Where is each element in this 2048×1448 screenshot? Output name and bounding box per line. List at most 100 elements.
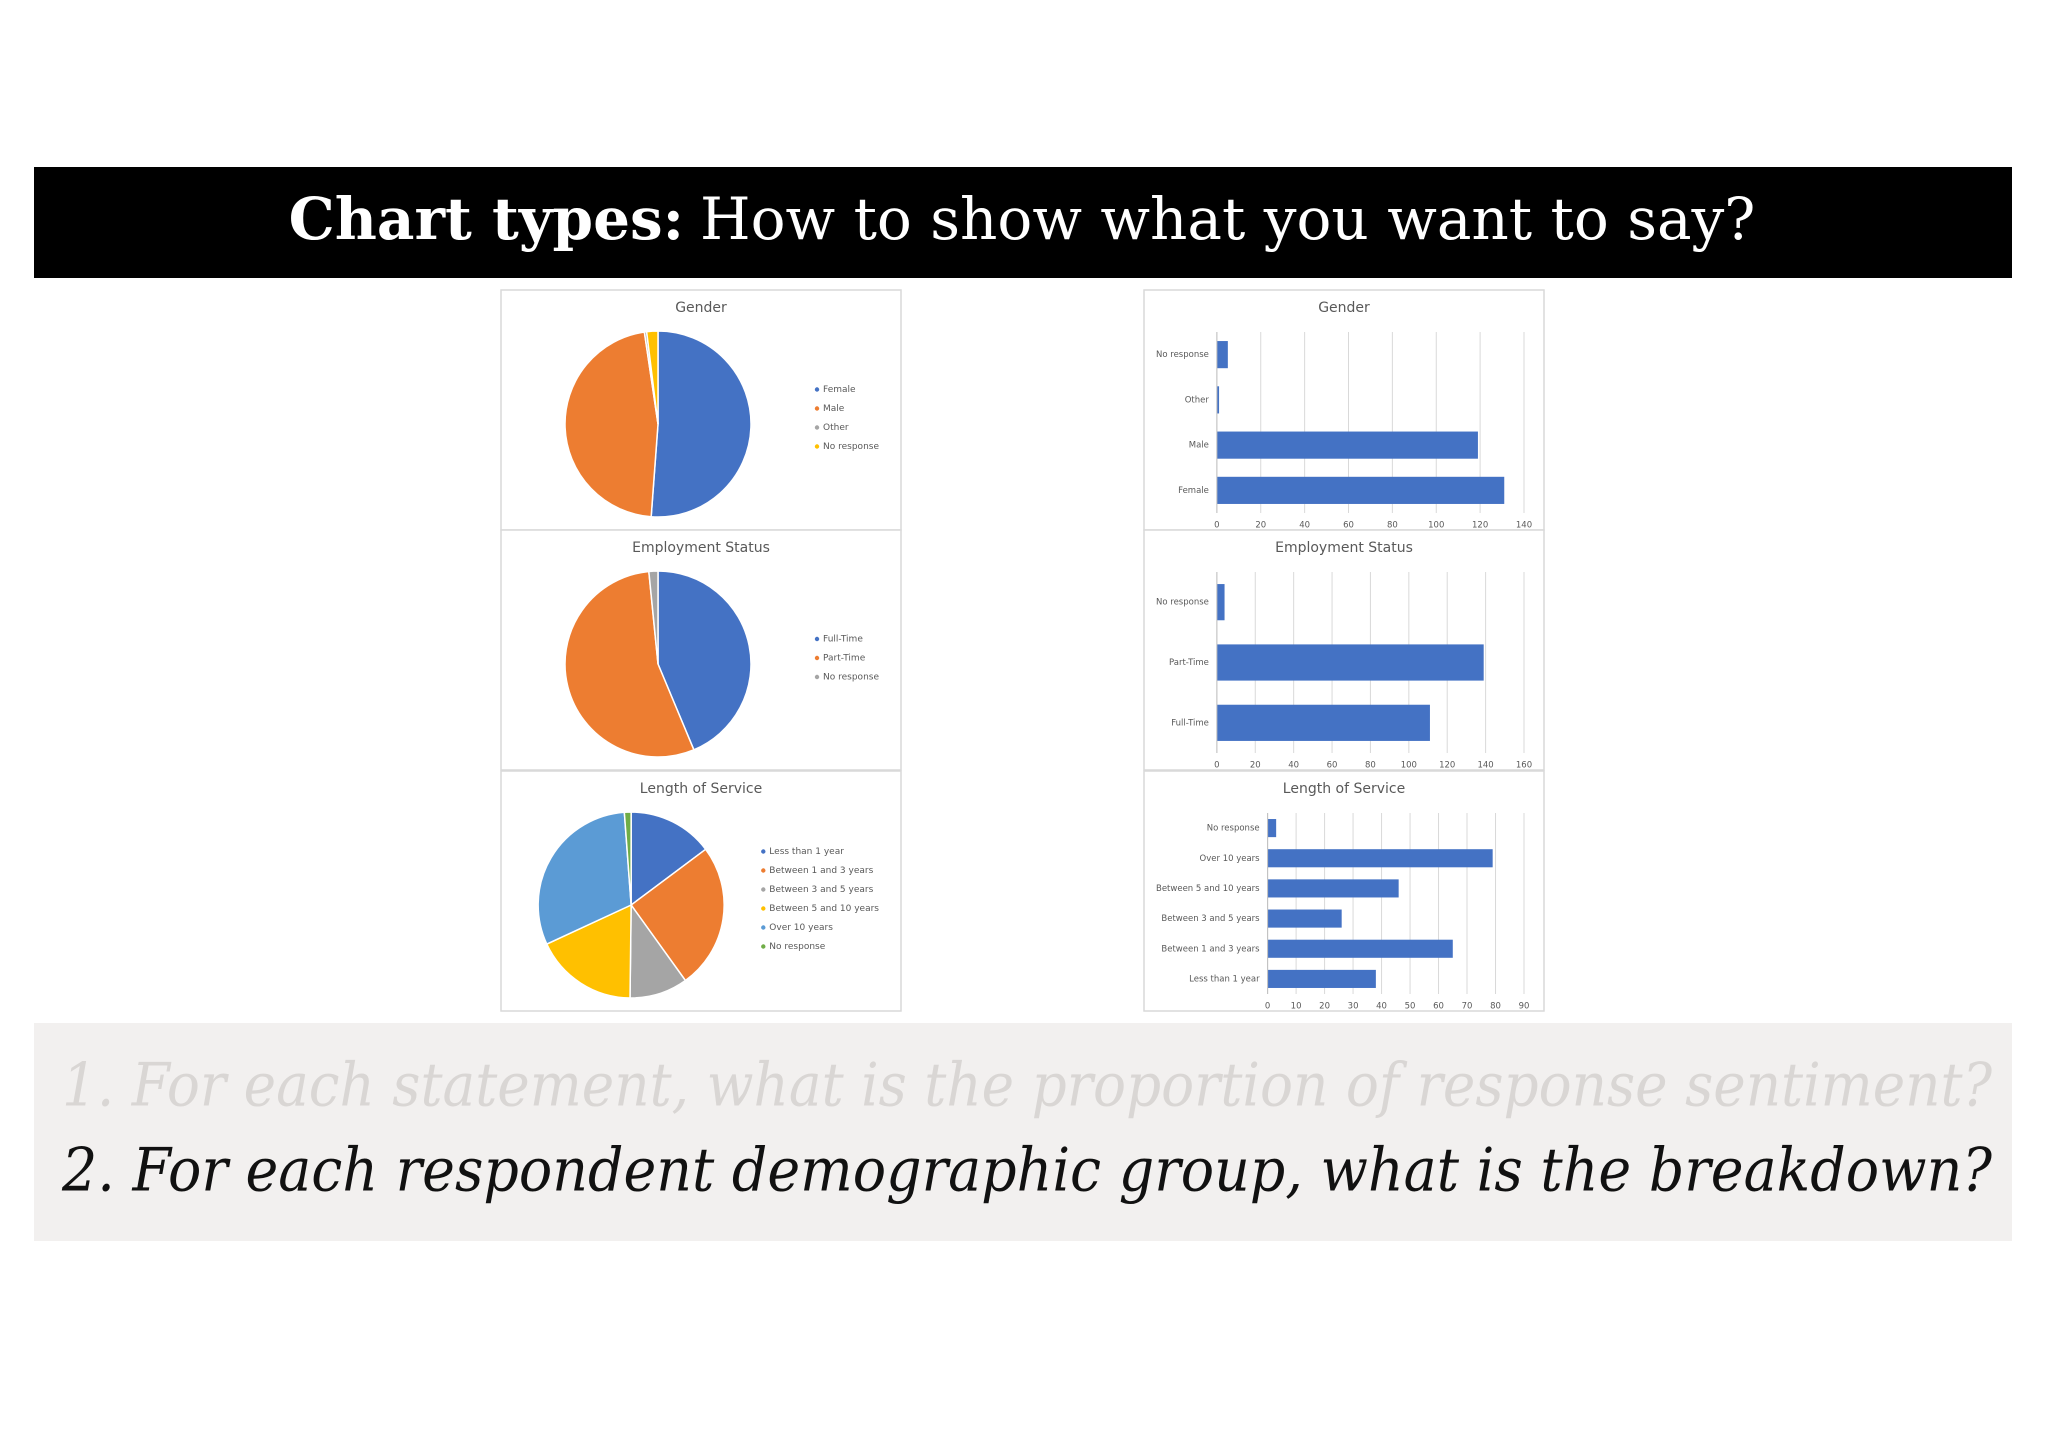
bar <box>1216 386 1220 414</box>
pie-slice <box>630 848 725 982</box>
x-tick-label: 40 <box>1376 1002 1387 1012</box>
pie-slice <box>645 330 659 425</box>
header-bold: Chart types: <box>289 185 684 253</box>
bar <box>1267 879 1399 898</box>
pie-slice <box>657 570 752 751</box>
y-tick-label: No response <box>1207 824 1260 834</box>
legend-label: No response <box>823 442 879 452</box>
x-tick-label: 10 <box>1291 1002 1302 1012</box>
bar <box>1216 431 1478 459</box>
x-tick-label: 120 <box>1472 521 1488 531</box>
x-tick-label: 120 <box>1439 761 1455 771</box>
y-tick-label: Part-Time <box>1169 658 1209 668</box>
x-tick-label: 40 <box>1299 521 1310 531</box>
chart-title: Gender <box>675 300 727 316</box>
y-tick-label: Male <box>1189 441 1209 451</box>
legend-label: Full-Time <box>823 635 863 645</box>
x-tick-label: 90 <box>1519 1002 1530 1012</box>
x-tick-label: 60 <box>1343 521 1354 531</box>
legend-label: Between 1 and 3 years <box>769 866 873 876</box>
legend-label: Between 3 and 5 years <box>769 885 873 895</box>
bar <box>1216 704 1430 741</box>
legend-swatch <box>761 925 766 930</box>
legend-swatch <box>814 636 820 642</box>
chart-title: Gender <box>1318 300 1370 316</box>
x-tick-label: 0 <box>1214 761 1219 771</box>
bar <box>1267 849 1493 868</box>
x-tick-label: 70 <box>1462 1002 1473 1012</box>
header-title: Chart types: How to show what you want to… <box>289 185 1756 253</box>
legend-swatch <box>814 406 820 411</box>
pie-slice <box>537 811 632 946</box>
bar <box>1267 939 1453 958</box>
x-tick-label: 160 <box>1516 761 1532 771</box>
question-faded: 1. For each statement, what is the propo… <box>62 1051 1993 1121</box>
x-tick-label: 0 <box>1214 521 1219 531</box>
pie-slice <box>564 331 659 518</box>
chart-title: Length of Service <box>640 781 762 797</box>
legend-label: Other <box>823 423 849 433</box>
legend-swatch <box>814 674 820 680</box>
legend-swatch <box>761 887 766 892</box>
chart-title: Length of Service <box>1283 781 1405 797</box>
x-tick-label: 140 <box>1516 521 1532 531</box>
bar <box>1267 819 1277 838</box>
pie-slice <box>650 330 752 518</box>
x-tick-label: 80 <box>1387 521 1398 531</box>
chart-title: Employment Status <box>1275 540 1413 556</box>
header-band <box>34 167 2012 278</box>
bar <box>1216 644 1484 681</box>
y-tick-label: No response <box>1156 350 1209 360</box>
x-tick-label: 80 <box>1365 761 1376 771</box>
x-tick-label: 20 <box>1250 761 1261 771</box>
legend-swatch <box>814 655 820 661</box>
bar <box>1267 969 1376 988</box>
legend-swatch <box>761 906 766 911</box>
legend-swatch <box>814 444 820 449</box>
x-tick-label: 80 <box>1490 1002 1501 1012</box>
legend-label: Male <box>823 404 845 414</box>
legend-label: No response <box>823 673 879 683</box>
y-tick-label: Between 3 and 5 years <box>1161 914 1260 924</box>
x-tick-label: 100 <box>1428 521 1444 531</box>
y-tick-label: Female <box>1178 486 1209 496</box>
x-tick-label: 60 <box>1433 1002 1444 1012</box>
pie-slice <box>564 570 695 758</box>
bar <box>1216 584 1225 621</box>
legend-label: No response <box>769 942 825 952</box>
legend-swatch <box>814 425 820 430</box>
legend-swatch <box>814 387 820 392</box>
y-tick-label: Full-Time <box>1171 718 1209 728</box>
legend-swatch <box>761 849 766 854</box>
legend-swatch <box>761 868 766 873</box>
pie-slice <box>623 811 632 906</box>
x-tick-label: 20 <box>1255 521 1266 531</box>
chart-title: Employment Status <box>632 540 770 556</box>
y-tick-label: Less than 1 year <box>1189 974 1260 984</box>
legend-label: Part-Time <box>823 654 866 664</box>
legend-label: Less than 1 year <box>769 847 844 857</box>
legend-label: Over 10 years <box>769 923 833 933</box>
legend-swatch <box>761 944 766 949</box>
question-active: 2. For each respondent demographic group… <box>61 1136 1993 1206</box>
x-tick-label: 50 <box>1405 1002 1416 1012</box>
y-tick-label: Over 10 years <box>1200 854 1261 864</box>
x-tick-label: 40 <box>1288 761 1299 771</box>
y-tick-label: Between 5 and 10 years <box>1156 884 1260 894</box>
x-tick-label: 140 <box>1477 761 1493 771</box>
bar <box>1216 476 1505 504</box>
pie-slice <box>630 811 707 907</box>
x-tick-label: 100 <box>1401 761 1417 771</box>
x-tick-label: 60 <box>1327 761 1338 771</box>
pie-slice <box>648 570 659 665</box>
bar <box>1267 909 1342 928</box>
pie-slice <box>545 903 632 999</box>
x-tick-label: 30 <box>1348 1002 1359 1012</box>
question-box <box>34 1023 2012 1241</box>
x-tick-label: 20 <box>1319 1002 1330 1012</box>
y-tick-label: Other <box>1185 395 1210 405</box>
y-tick-label: Between 1 and 3 years <box>1161 944 1260 954</box>
x-tick-label: 0 <box>1265 1002 1270 1012</box>
bar <box>1216 341 1228 369</box>
